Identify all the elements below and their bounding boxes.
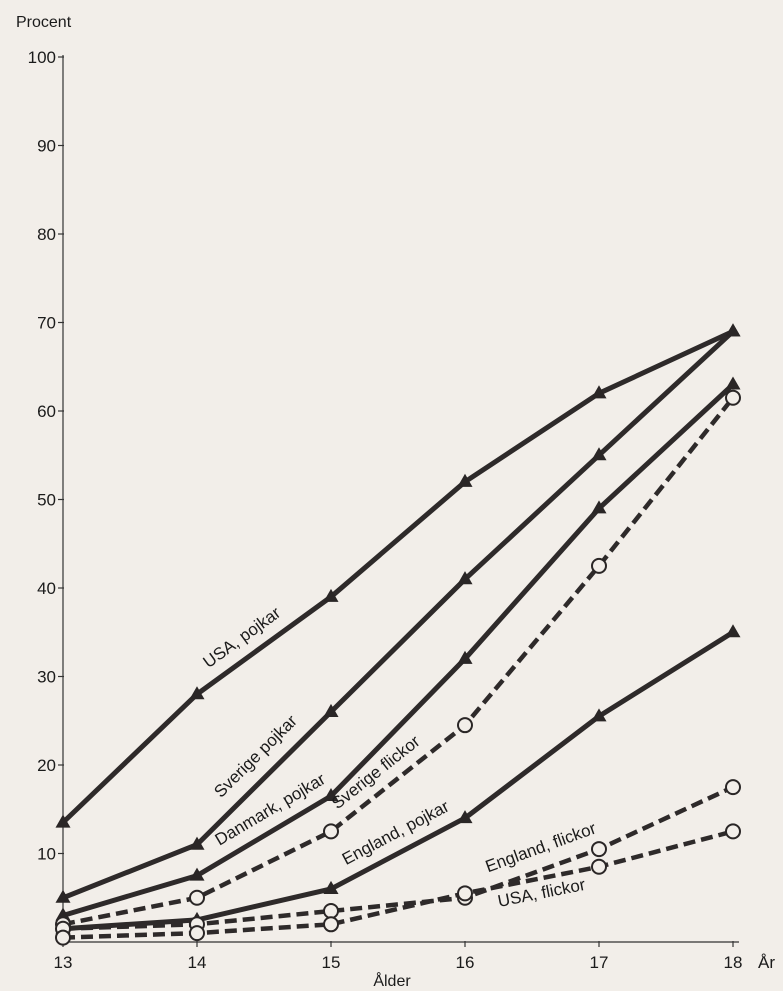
axes: 10 20 30 40 50 60 70 80 90 100 13 14 15 16 17 18 År xyxy=(28,48,776,972)
x-tick-label: 17 xyxy=(590,953,609,972)
data-point-circle xyxy=(725,389,741,406)
y-tick-label: 20 xyxy=(37,756,56,775)
y-tick-label: 80 xyxy=(37,225,56,244)
series-line xyxy=(62,396,735,927)
data-point-triangle xyxy=(457,650,473,664)
series-lines xyxy=(61,329,735,940)
data-point-triangle xyxy=(725,376,741,390)
data-point-triangle xyxy=(55,889,71,903)
data-point-triangle xyxy=(189,836,205,850)
data-point-triangle xyxy=(591,708,607,722)
y-axis-title: Procent xyxy=(16,14,72,31)
data-point-triangle xyxy=(189,686,205,700)
data-point-circle xyxy=(323,823,339,840)
data-point-circle xyxy=(725,779,741,796)
series-line xyxy=(62,785,734,931)
data-point-triangle xyxy=(591,500,607,514)
y-tick-label: 50 xyxy=(37,491,56,510)
series-line xyxy=(62,329,735,901)
x-tick-label: 13 xyxy=(54,953,73,972)
series-label: Sverige flickor xyxy=(328,731,424,812)
x-unit-label: År xyxy=(758,953,775,972)
data-point-circle xyxy=(189,925,205,942)
data-point-circle xyxy=(591,557,607,574)
data-point-circle xyxy=(591,841,607,858)
y-tick-label: 40 xyxy=(37,579,56,598)
data-point-triangle xyxy=(457,810,473,824)
y-tick-label: 30 xyxy=(37,668,56,687)
data-point-circle xyxy=(323,903,339,920)
x-tick-label: 18 xyxy=(724,953,743,972)
series-markers xyxy=(55,323,741,946)
series-line xyxy=(62,829,734,940)
series-line xyxy=(61,329,735,825)
x-tick-label: 14 xyxy=(188,953,207,972)
series-line xyxy=(62,630,735,932)
data-point-triangle xyxy=(457,571,473,585)
data-point-circle xyxy=(189,889,205,906)
series-line xyxy=(62,382,735,918)
data-point-circle xyxy=(323,916,339,933)
data-point-circle xyxy=(457,885,473,902)
x-tick-label: 16 xyxy=(456,953,475,972)
data-point-triangle xyxy=(323,588,339,602)
data-point-triangle xyxy=(725,624,741,638)
y-tick-label: 70 xyxy=(37,314,56,333)
y-tick-label: 100 xyxy=(28,48,56,67)
data-point-triangle xyxy=(725,323,741,337)
data-point-circle xyxy=(591,858,607,875)
data-point-triangle xyxy=(457,473,473,487)
data-point-triangle xyxy=(591,385,607,399)
y-tick-label: 90 xyxy=(37,137,56,156)
series-label: England, flickor xyxy=(483,818,599,876)
series-label-group: Sverige flickor xyxy=(328,731,424,812)
data-point-triangle xyxy=(323,703,339,717)
series-label-group: England, flickor xyxy=(483,818,599,876)
data-point-circle xyxy=(55,929,71,946)
data-point-triangle xyxy=(591,447,607,461)
data-point-triangle xyxy=(55,814,71,828)
data-point-circle xyxy=(457,717,473,734)
y-tick-label: 60 xyxy=(37,402,56,421)
data-point-triangle xyxy=(189,867,205,881)
x-tick-label: 15 xyxy=(322,953,341,972)
data-point-triangle xyxy=(323,787,339,802)
data-point-circle xyxy=(725,823,741,840)
y-tick-label: 10 xyxy=(37,845,56,864)
x-axis-title: Ålder xyxy=(373,971,411,990)
data-point-triangle xyxy=(323,880,339,894)
